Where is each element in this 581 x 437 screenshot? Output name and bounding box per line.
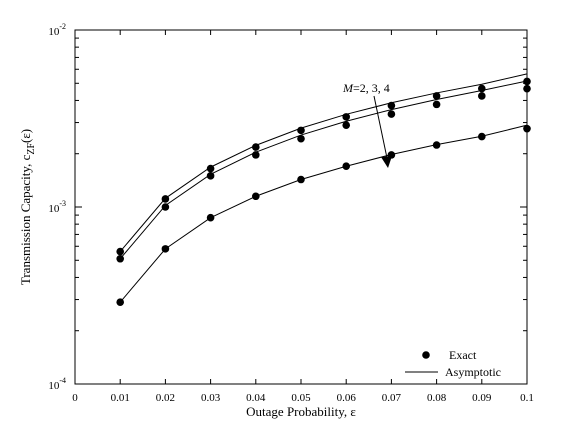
plot-area bbox=[116, 73, 531, 306]
annotation-group: M=2, 3, 4 bbox=[342, 81, 392, 168]
legend-marker-exact bbox=[422, 351, 430, 359]
exact-point bbox=[161, 203, 170, 211]
y-tick-base: 10 bbox=[48, 380, 60, 392]
y-axis-title-tail: (ε) bbox=[18, 129, 33, 143]
exact-point bbox=[478, 92, 486, 100]
x-tick-label: 0.01 bbox=[111, 392, 130, 404]
annotation-arrowhead bbox=[381, 156, 392, 168]
exact-point bbox=[342, 121, 351, 129]
plot-frame bbox=[74, 29, 528, 385]
asymptotic-line bbox=[119, 80, 528, 260]
y-tick-exponent: -3 bbox=[59, 199, 66, 208]
exact-point bbox=[387, 110, 396, 118]
asymptotic-line bbox=[119, 124, 528, 303]
x-tick-label: 0.02 bbox=[156, 392, 175, 404]
x-tick-label: 0 bbox=[72, 392, 78, 404]
y-axis-title: Transmission Capacity, cZF(ε) bbox=[18, 129, 37, 285]
y-tick-label: 10-2 bbox=[48, 22, 66, 38]
y-axis-title-subscript: ZF bbox=[26, 143, 37, 155]
x-tick-label: 0.03 bbox=[201, 392, 221, 404]
exact-point bbox=[432, 100, 441, 109]
legend: Exact Asymptotic bbox=[405, 348, 501, 379]
x-tick-label: 0.08 bbox=[427, 392, 447, 404]
y-tick-base: 10 bbox=[48, 203, 60, 215]
exact-point bbox=[478, 84, 486, 93]
exact-point bbox=[523, 124, 531, 133]
x-tick-label: 0.1 bbox=[520, 392, 534, 404]
legend-label-exact: Exact bbox=[449, 348, 477, 362]
y-axis-title-main: Transmission Capacity, c bbox=[18, 154, 33, 285]
exact-point bbox=[432, 92, 441, 100]
exact-point bbox=[297, 134, 305, 143]
x-axis-title: Outage Probability, ε bbox=[246, 404, 356, 419]
asymptotic-line bbox=[119, 73, 528, 252]
y-tick-exponent: -4 bbox=[59, 376, 66, 385]
annotation-label: M=2, 3, 4 bbox=[342, 81, 390, 95]
y-tick-base: 10 bbox=[48, 26, 60, 38]
x-tick-label: 0.07 bbox=[382, 392, 402, 404]
x-tick-label: 0.05 bbox=[291, 392, 311, 404]
axis-titles: Outage Probability, ε Transmission Capaci… bbox=[18, 129, 356, 419]
x-tick-label: 0.09 bbox=[472, 392, 492, 404]
y-tick-label: 10-4 bbox=[48, 376, 66, 392]
annotation-rest: =2, 3, 4 bbox=[353, 81, 390, 95]
legend-label-asymptotic: Asymptotic bbox=[445, 365, 501, 379]
y-tick-label: 10-3 bbox=[48, 199, 66, 215]
annotation-arrow-shaft bbox=[373, 95, 388, 159]
axes: 0 0.01 0.02 0.03 0.04 0.05 0.06 0.07 0.08 0.09 0.1… bbox=[48, 22, 534, 404]
exact-point bbox=[523, 77, 531, 86]
y-tick-exponent: -2 bbox=[59, 22, 66, 31]
annotation-italic: M bbox=[342, 81, 354, 95]
x-tick-label: 0.04 bbox=[246, 392, 266, 404]
exact-point bbox=[523, 84, 531, 93]
exact-point bbox=[252, 143, 260, 151]
x-tick-label: 0.06 bbox=[337, 392, 357, 404]
